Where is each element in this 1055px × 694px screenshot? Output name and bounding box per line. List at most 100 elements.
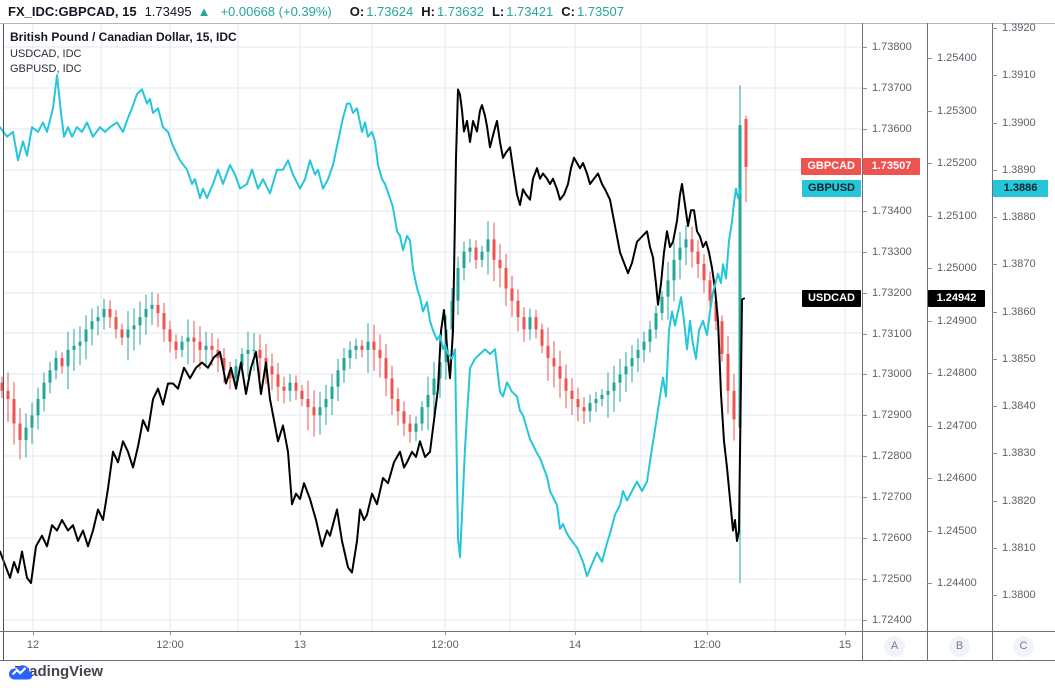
price-tick-label: 1.3800 [1002, 589, 1036, 601]
price-tick-label: 1.24500 [937, 524, 977, 537]
last-price-tag-gbpusd: 1.3886 [993, 180, 1048, 198]
brand-text: TradingView [15, 663, 104, 680]
price-tick-mark [862, 47, 867, 48]
price-tick-label: 1.73200 [872, 286, 912, 299]
price-tick-label: 1.3870 [1002, 258, 1036, 271]
price-tick-label: 1.3890 [1002, 163, 1036, 176]
price-tick-mark [862, 538, 867, 540]
price-tick-label: 1.24600 [937, 472, 977, 484]
axis-button-a[interactable]: A [884, 636, 905, 657]
price-tick-mark [992, 500, 997, 502]
price-axis-gbpcad[interactable]: 1.738001.737001.736001.735001.734001.733… [862, 23, 927, 661]
legend-overlay-gbpusd[interactable]: GBPUSD, IDC [10, 63, 82, 75]
price-tick-mark [992, 453, 997, 455]
price-tick-mark [862, 292, 867, 294]
price-tick-mark [862, 456, 867, 458]
price-tick-label: 1.3830 [1002, 447, 1036, 460]
price-tick-label: 1.73300 [872, 245, 912, 258]
series-flag-gbpusd[interactable]: GBPUSD [801, 180, 861, 198]
time-tick-label: 14 [568, 639, 582, 651]
price-tick-mark [992, 358, 997, 360]
price-tick-label: 1.24400 [937, 577, 977, 589]
price-axis-gbpusd[interactable]: 1.3920 1.3910 1.3900 1.3890 1.3880 1.3870 1.38… [992, 22, 1055, 661]
price-chart-canvas[interactable] [0, 0, 862, 661]
price-tick-label: 1.3860 [1002, 305, 1036, 318]
price-tick-mark [927, 268, 932, 269]
legend-overlay-usdcad[interactable]: USDCAD, IDC [10, 48, 82, 60]
axis-button-b[interactable]: B [949, 636, 970, 657]
price-tick-label: 1.25000 [937, 262, 977, 274]
price-tick-mark [992, 28, 997, 29]
price-tick-label: 1.72900 [872, 409, 912, 422]
change-arrow-up-icon: ▲ [197, 4, 211, 19]
axis-b-separator [927, 23, 928, 661]
price-tick-mark [992, 169, 997, 171]
tradingview-logo-icon [9, 665, 33, 680]
price-tick-mark [992, 547, 997, 549]
price-tick-mark [927, 373, 932, 374]
time-tick-mark [707, 631, 708, 635]
close-value: 1.73507 [576, 4, 624, 19]
time-tick-label: 12 [26, 639, 40, 651]
time-tick-label: 13 [293, 639, 307, 651]
time-tick-label: 15 [838, 639, 852, 651]
price-tick-label: 1.73700 [872, 81, 912, 94]
time-tick-mark [170, 631, 171, 635]
price-change: +0.00668 (+0.39%) [220, 4, 332, 19]
ohlc-statusbar: FX_IDC:GBPCAD, 15 1.73495 ▲ +0.00668 (+0… [0, 0, 1055, 23]
tradingview-brand-link[interactable]: TradingView [8, 663, 103, 680]
price-tick-label: 1.24700 [937, 419, 977, 432]
price-tick-label: 1.72700 [872, 491, 912, 504]
price-tick-label: 1.3900 [1002, 116, 1036, 129]
price-tick-mark [992, 122, 997, 124]
time-tick-mark [445, 631, 446, 635]
time-tick-label: 12:00 [431, 639, 459, 651]
price-tick-label: 1.73000 [872, 368, 912, 381]
price-tick-mark [992, 75, 997, 77]
price-tick-mark [927, 58, 932, 59]
price-tick-label: 1.3920 [1002, 22, 1036, 34]
price-tick-label: 1.3850 [1002, 352, 1036, 365]
axis-button-c[interactable]: C [1013, 636, 1034, 657]
price-tick-label: 1.25100 [937, 209, 977, 222]
price-tick-mark [862, 251, 867, 253]
price-tick-mark [927, 110, 932, 112]
price-tick-mark [992, 595, 997, 596]
price-tick-mark [862, 374, 867, 376]
low-value: 1.73421 [506, 4, 554, 19]
price-tick-mark [927, 530, 932, 532]
series-flag-gbpcad[interactable]: GBPCAD [801, 158, 861, 176]
time-tick-mark [33, 631, 34, 635]
price-tick-label: 1.72400 [872, 614, 912, 626]
price-tick-label: 1.24800 [937, 367, 977, 379]
last-price: 1.73495 [144, 4, 192, 19]
price-tick-mark [862, 128, 867, 130]
time-tick-mark [575, 631, 576, 635]
series-flag-usdcad[interactable]: USDCAD [801, 289, 861, 307]
symbol-title[interactable]: FX_IDC:GBPCAD, 15 [8, 4, 137, 19]
price-tick-label: 1.73400 [872, 204, 912, 217]
price-tick-mark [862, 333, 867, 335]
price-tick-label: 1.25400 [937, 52, 977, 64]
last-price-tag-gbpcad: 1.73507 [863, 158, 920, 176]
time-axis[interactable]: 12 12:00 13 12:00 14 12:00 15 [0, 631, 862, 661]
legend-main-symbol[interactable]: British Pound / Canadian Dollar, 15, IDC [10, 30, 237, 44]
price-tick-label: 1.3910 [1002, 69, 1036, 82]
price-tick-label: 1.72600 [872, 532, 912, 545]
price-tick-mark [862, 210, 867, 212]
price-tick-label: 1.25200 [937, 157, 977, 169]
price-tick-label: 1.3810 [1002, 541, 1036, 554]
price-axis-usdcad[interactable]: 1.25400 1.25300 1.25200 1.25100 1.25000 1.249… [927, 23, 992, 661]
last-price-tag-usdcad: 1.24942 [928, 289, 985, 307]
time-axis-bottom-border [0, 660, 1055, 661]
time-tick-label: 12:00 [693, 639, 721, 651]
price-tick-mark [927, 583, 932, 584]
pane-top-border [0, 23, 1055, 24]
price-tick-mark [992, 311, 997, 313]
price-tick-mark [992, 406, 997, 407]
time-axis-top-border [0, 631, 1055, 632]
low-label: L: [491, 4, 505, 19]
price-tick-mark [862, 620, 867, 621]
time-tick-mark [300, 631, 301, 635]
